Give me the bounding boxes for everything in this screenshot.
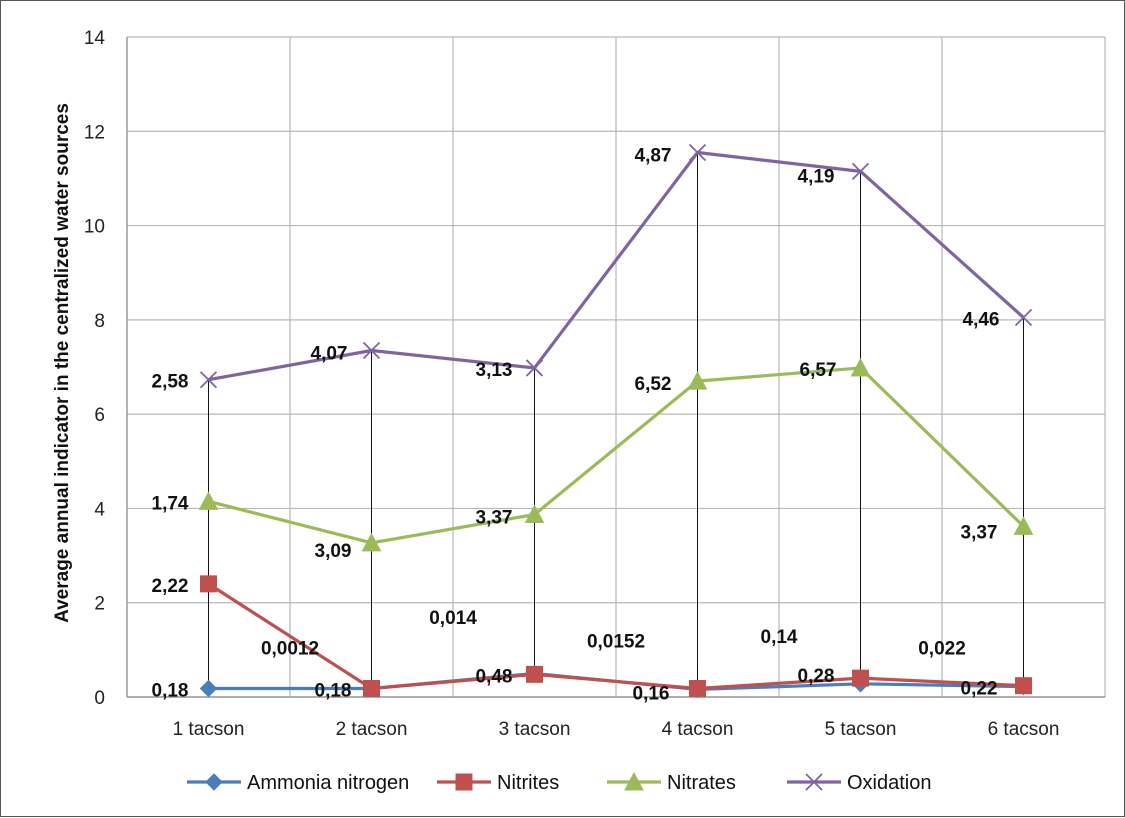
legend: Ammonia nitrogen Nitrites Nitrates Oxidatio… bbox=[187, 771, 932, 794]
data-point bbox=[198, 491, 219, 510]
data-label: 0,18 bbox=[152, 681, 189, 702]
marker-stroke bbox=[851, 162, 870, 180]
x-tick-label: 6 tacson bbox=[988, 719, 1060, 740]
data-label: 4,19 bbox=[798, 166, 835, 187]
legend-label: Nitrites bbox=[497, 772, 559, 794]
legend-label: Nitrates bbox=[667, 772, 736, 794]
legend-marker bbox=[205, 773, 223, 791]
data-point bbox=[687, 371, 708, 390]
y-axis-label: Average annual indicator in the centrali… bbox=[52, 103, 73, 623]
data-label: 6,52 bbox=[635, 374, 672, 395]
series-line-1 bbox=[207, 582, 1024, 691]
marker-stroke bbox=[199, 371, 218, 389]
data-label: 3,37 bbox=[961, 522, 998, 543]
data-label: 4,46 bbox=[963, 310, 1000, 331]
data-point bbox=[361, 532, 382, 552]
y-tick-label: 10 bbox=[84, 217, 105, 238]
data-point bbox=[852, 669, 869, 687]
legend-item: Nitrites bbox=[437, 772, 559, 794]
data-label: 4,07 bbox=[311, 344, 348, 365]
data-label: 3,09 bbox=[315, 541, 352, 562]
x-tick-label: 1 tacson bbox=[173, 719, 245, 740]
data-point bbox=[1015, 677, 1032, 695]
y-tick-label: 2 bbox=[94, 594, 105, 615]
annotation-label: 0,14 bbox=[761, 627, 798, 648]
data-labels: 0,18 0,18 0,16 0,28 0,22 2,22 0,48 1,74 3,09 3,37… bbox=[152, 146, 1000, 705]
data-label: 0,48 bbox=[476, 666, 513, 687]
data-point bbox=[689, 680, 706, 698]
x-tick-label: 5 tacson bbox=[825, 719, 897, 740]
marker-stroke bbox=[362, 341, 381, 360]
y-tick-label: 14 bbox=[84, 28, 106, 49]
annotation-label: 0,014 bbox=[429, 608, 477, 629]
series-line-3 bbox=[208, 150, 1025, 382]
data-label: 3,13 bbox=[476, 360, 513, 381]
y-tick-label: 6 bbox=[94, 405, 105, 426]
data-point bbox=[526, 665, 543, 683]
y-tick-label: 0 bbox=[94, 688, 105, 709]
legend-label: Oxidation bbox=[847, 772, 932, 794]
data-label: 2,58 bbox=[152, 372, 189, 393]
annotation-label: 0,0012 bbox=[261, 639, 319, 660]
legend-marker bbox=[455, 773, 473, 791]
annotation-label: 0,0152 bbox=[587, 632, 645, 653]
data-label: 0,28 bbox=[798, 666, 835, 687]
marker-stroke bbox=[525, 359, 544, 377]
marker-stroke bbox=[805, 773, 823, 791]
legend-item: Nitrates bbox=[607, 771, 736, 794]
y-tick-label: 4 bbox=[94, 499, 105, 520]
x-tick-label: 2 tacson bbox=[336, 719, 408, 740]
data-label: 1,74 bbox=[152, 493, 189, 514]
x-tick-label: 4 tacson bbox=[662, 719, 734, 740]
series-layer bbox=[198, 143, 1034, 699]
data-label: 6,57 bbox=[800, 360, 837, 381]
data-label: 0,18 bbox=[315, 681, 352, 702]
data-point bbox=[363, 680, 380, 698]
data-point bbox=[1013, 516, 1034, 535]
data-point bbox=[362, 341, 381, 360]
data-label: 3,37 bbox=[476, 508, 513, 529]
y-tick-label: 12 bbox=[84, 122, 105, 143]
data-label: 2,22 bbox=[152, 576, 189, 597]
x-tick-label: 3 tacson bbox=[499, 719, 571, 740]
legend-label: Ammonia nitrogen bbox=[247, 772, 409, 794]
annotation-label: 0,022 bbox=[918, 639, 966, 660]
marker-stroke bbox=[688, 143, 707, 162]
data-point bbox=[199, 371, 218, 389]
series-line-2 bbox=[208, 366, 1025, 545]
legend-item: Ammonia nitrogen bbox=[187, 772, 409, 794]
data-label: 0,16 bbox=[633, 683, 670, 704]
data-point bbox=[200, 575, 217, 593]
data-point bbox=[199, 679, 218, 698]
data-point bbox=[850, 357, 871, 377]
data-point bbox=[524, 504, 545, 524]
legend-marker bbox=[805, 773, 823, 791]
data-point bbox=[851, 162, 870, 180]
grid-lines bbox=[127, 36, 1106, 698]
data-point bbox=[1014, 308, 1033, 327]
legend-marker bbox=[624, 771, 644, 791]
data-point bbox=[688, 143, 707, 162]
data-label: 0,22 bbox=[961, 679, 998, 700]
data-point bbox=[525, 359, 544, 377]
y-tick-label: 8 bbox=[94, 311, 105, 332]
legend-item: Oxidation bbox=[787, 772, 932, 794]
marker-stroke bbox=[1014, 308, 1033, 327]
axes: 0 2 4 6 8 10 12 14 1 tacson 2 tacson 3 tacson 4 tac… bbox=[84, 28, 1105, 740]
data-label: 4,87 bbox=[635, 146, 672, 167]
